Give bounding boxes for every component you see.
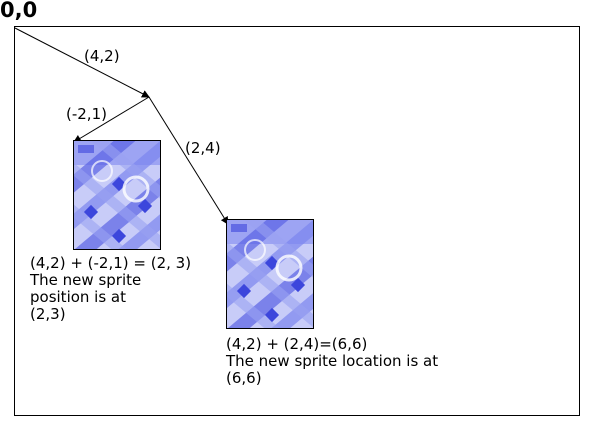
caption-line: position is at: [30, 288, 127, 306]
caption-line: (2,3): [30, 305, 66, 323]
caption-line: (6,6): [226, 369, 262, 387]
caption-line: The new sprite location is at: [226, 352, 439, 370]
sprite-right-caption: (4,2) + (2,4)=(6,6) The new sprite locat…: [226, 336, 438, 387]
caption-line: (4,2) + (2,4)=(6,6): [226, 335, 368, 353]
origin-label: 0,0: [0, 0, 38, 22]
sprite-left-caption: (4,2) + (-2,1) = (2, 3) The new sprite p…: [30, 255, 191, 323]
vector-arrow-right: [148, 96, 229, 225]
caption-line: (4,2) + (-2,1) = (2, 3): [30, 254, 192, 272]
sprite-tile-image: [74, 141, 160, 249]
vector-label-first: (4,2): [84, 47, 120, 65]
sprite-image-right: [226, 219, 314, 329]
screen-frame: [14, 26, 580, 416]
vector-arrow-left: [73, 96, 150, 143]
sprite-tile-image: [227, 220, 313, 328]
vector-label-right: (2,4): [185, 139, 221, 157]
caption-line: The new sprite: [30, 271, 142, 289]
vector-arrow-first: [14, 27, 150, 98]
vector-label-left: (-2,1): [66, 105, 107, 123]
sprite-image-left: [73, 140, 161, 250]
